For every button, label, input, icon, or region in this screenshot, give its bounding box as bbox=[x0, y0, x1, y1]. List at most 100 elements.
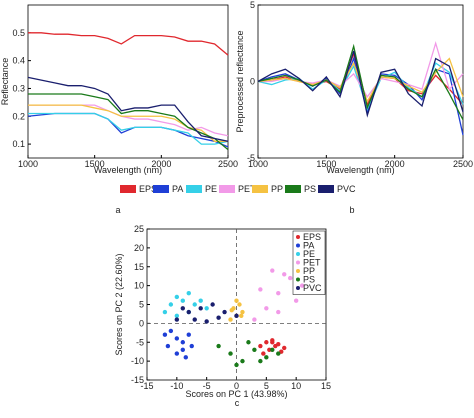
score-point bbox=[264, 340, 269, 345]
x-tick-label: 1500 bbox=[85, 159, 105, 169]
score-point bbox=[186, 332, 191, 337]
score-point bbox=[258, 287, 263, 292]
score-point bbox=[288, 275, 293, 281]
spectrum-line bbox=[28, 112, 229, 145]
x-tick-label: 5 bbox=[264, 381, 269, 391]
y-tick-label: 10 bbox=[134, 281, 144, 291]
y-tick-label: 0.5 bbox=[12, 28, 25, 38]
score-point bbox=[264, 306, 269, 311]
score-point bbox=[189, 343, 194, 349]
legend-label: PVC bbox=[303, 283, 322, 293]
x-tick-label: 2500 bbox=[218, 159, 238, 169]
plot-frame bbox=[27, 4, 229, 159]
score-point bbox=[261, 351, 266, 356]
x-tick-label: 1000 bbox=[18, 159, 38, 169]
score-point bbox=[216, 315, 221, 320]
legend-label: EPS bbox=[303, 232, 321, 242]
y-axis-label: Preprocessed reflectance bbox=[235, 30, 245, 132]
legend-marker bbox=[296, 286, 300, 290]
legend-swatch bbox=[318, 185, 334, 193]
score-point bbox=[210, 302, 215, 307]
score-point bbox=[258, 343, 263, 349]
y-axis-label: Reflectance bbox=[0, 58, 10, 106]
legend-label: PE bbox=[205, 184, 217, 194]
score-point bbox=[270, 347, 275, 352]
legend-label: PE bbox=[303, 249, 315, 259]
x-tick-label: 2000 bbox=[151, 159, 171, 169]
y-tick-label: 5 bbox=[139, 300, 144, 310]
legend-marker bbox=[296, 260, 300, 265]
y-axis-label: Scores on PC 2 (22.60%) bbox=[114, 253, 124, 355]
legend-swatch bbox=[186, 185, 202, 193]
score-point bbox=[276, 309, 281, 315]
score-point bbox=[216, 343, 221, 349]
score-point bbox=[273, 343, 278, 349]
score-point bbox=[180, 306, 185, 311]
score-point bbox=[183, 355, 188, 360]
score-point bbox=[168, 328, 174, 334]
score-point bbox=[234, 313, 239, 319]
score-point bbox=[180, 298, 185, 303]
score-point bbox=[162, 332, 168, 337]
score-point bbox=[239, 313, 244, 319]
score-point bbox=[165, 343, 171, 349]
score-point bbox=[174, 313, 180, 319]
score-point bbox=[258, 358, 263, 364]
y-tick-label: -5 bbox=[136, 337, 144, 347]
score-point bbox=[168, 302, 174, 307]
legend-label: PS bbox=[304, 184, 316, 194]
legend-swatch bbox=[252, 185, 268, 193]
legend-label: EPS bbox=[139, 184, 157, 194]
legend-label: PA bbox=[303, 241, 314, 251]
x-axis-label: Scores on PC 1 (43.98%) bbox=[185, 389, 287, 399]
score-point bbox=[222, 309, 227, 315]
score-point bbox=[299, 283, 305, 288]
score-point bbox=[246, 340, 251, 345]
y-tick-label: 25 bbox=[134, 224, 144, 234]
y-tick-label: 0 bbox=[250, 77, 255, 87]
y-tick-label: -10 bbox=[131, 356, 144, 366]
score-point bbox=[240, 309, 245, 315]
x-tick-label: 1500 bbox=[316, 159, 336, 169]
y-tick-label: 0.3 bbox=[12, 83, 25, 93]
x-tick-label: 15 bbox=[321, 381, 331, 391]
score-point bbox=[174, 294, 180, 300]
x-tick-label: 2500 bbox=[453, 159, 473, 169]
legend-marker bbox=[296, 269, 300, 273]
score-point bbox=[282, 272, 287, 277]
spectrum-line bbox=[28, 104, 228, 142]
score-point bbox=[180, 347, 185, 352]
y-tick-label: 5 bbox=[250, 0, 255, 10]
y-tick-label: 20 bbox=[134, 243, 144, 253]
y-tick-label: 0.1 bbox=[12, 139, 25, 149]
panel-label: c bbox=[235, 398, 240, 408]
y-tick-label: 0.2 bbox=[12, 111, 25, 121]
legend-swatch bbox=[219, 185, 235, 193]
spectrum-line bbox=[28, 93, 229, 151]
x-tick-label: -10 bbox=[170, 381, 183, 391]
y-tick-label: 0 bbox=[139, 318, 144, 328]
score-point bbox=[228, 317, 233, 322]
x-tick-label: -15 bbox=[140, 381, 153, 391]
x-axis-label: Wavelength (nm) bbox=[94, 165, 162, 175]
spectrum-line bbox=[27, 76, 229, 142]
legend-swatch bbox=[153, 185, 169, 193]
legend-label: PA bbox=[172, 184, 183, 194]
score-point bbox=[186, 309, 191, 315]
legend-marker bbox=[296, 235, 300, 239]
score-point bbox=[282, 345, 287, 351]
x-tick-label: -5 bbox=[203, 381, 211, 391]
score-point bbox=[192, 317, 197, 322]
score-point bbox=[276, 351, 281, 356]
score-point bbox=[174, 351, 180, 356]
score-point bbox=[174, 336, 180, 341]
legend-label: PET bbox=[303, 258, 321, 268]
score-point bbox=[293, 298, 299, 303]
score-point bbox=[228, 351, 233, 356]
score-point bbox=[162, 309, 168, 315]
legend-swatch bbox=[285, 185, 301, 193]
x-tick-label: 0 bbox=[234, 381, 239, 391]
score-point bbox=[276, 290, 281, 296]
score-point bbox=[198, 306, 203, 311]
